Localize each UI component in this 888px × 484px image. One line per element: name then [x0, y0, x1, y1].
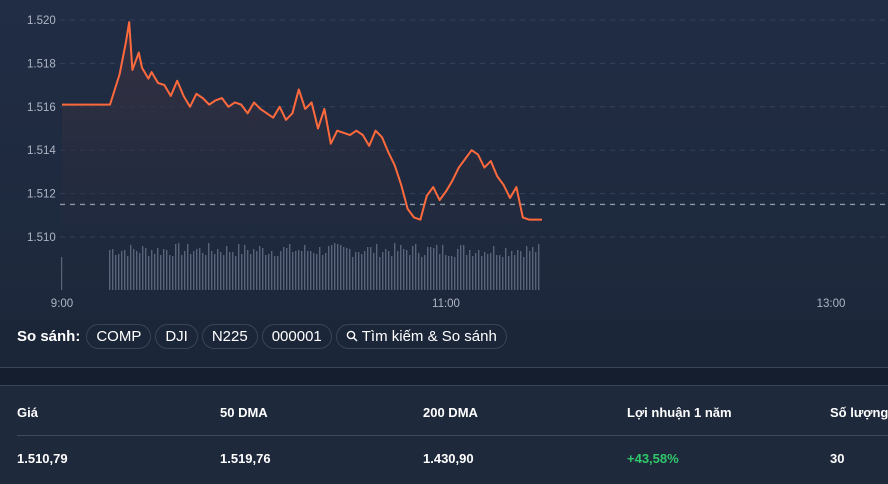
y-tick-label: 1.516: [27, 102, 56, 114]
stat-header: Số lượng: [830, 405, 888, 420]
search-compare-label: Tìm kiếm & So sánh: [361, 327, 497, 345]
stat-value: 30: [830, 451, 845, 466]
divider: [0, 385, 888, 386]
x-tick-label: 9:00: [51, 298, 73, 310]
search-compare-button[interactable]: Tìm kiếm & So sánh: [335, 323, 507, 349]
y-tick-label: 1.510: [27, 232, 56, 244]
stat-header: Lợi nhuận 1 năm: [627, 405, 732, 420]
compare-chip-000001[interactable]: 000001: [261, 323, 332, 349]
compare-bar: So sánh: COMP DJI N225 000001 Tìm kiếm &…: [17, 323, 507, 349]
compare-chip-dji[interactable]: DJI: [155, 323, 198, 349]
divider: [0, 367, 888, 368]
y-tick-label: 1.514: [27, 145, 56, 157]
stat-header: 50 DMA: [220, 405, 268, 420]
divider: [17, 435, 888, 436]
chart-svg: 1.520 1.518 1.516 1.514 1.512 1.510 9:00 11:00 1…: [27, 15, 888, 310]
compare-chip-n225[interactable]: N225: [201, 323, 258, 349]
y-tick-label: 1.512: [27, 189, 56, 201]
price-line: [62, 21, 542, 221]
y-tick-label: 1.520: [27, 15, 56, 27]
compare-chip-comp[interactable]: COMP: [86, 323, 152, 349]
x-tick-label: 13:00: [817, 298, 846, 310]
stat-value: 1.430,90: [423, 451, 474, 466]
x-tick-label: 11:00: [432, 298, 460, 310]
stat-value: +43,58%: [627, 451, 679, 466]
volume-bars: [61, 243, 540, 290]
stat-header: 200 DMA: [423, 405, 478, 420]
price-area: [62, 22, 542, 226]
y-tick-label: 1.518: [27, 58, 56, 70]
stat-header: Giá: [17, 405, 38, 420]
price-chart[interactable]: 1.520 1.518 1.516 1.514 1.512 1.510 9:00 11:00 1…: [0, 0, 888, 320]
section-band: [0, 368, 888, 385]
stats-table: Giá 1.510,79 50 DMA 1.519,76 200 DMA 1.4…: [0, 386, 888, 484]
search-icon: [346, 330, 358, 342]
stat-value: 1.519,76: [220, 451, 271, 466]
compare-label: So sánh:: [17, 327, 81, 345]
stat-value: 1.510,79: [17, 451, 68, 466]
